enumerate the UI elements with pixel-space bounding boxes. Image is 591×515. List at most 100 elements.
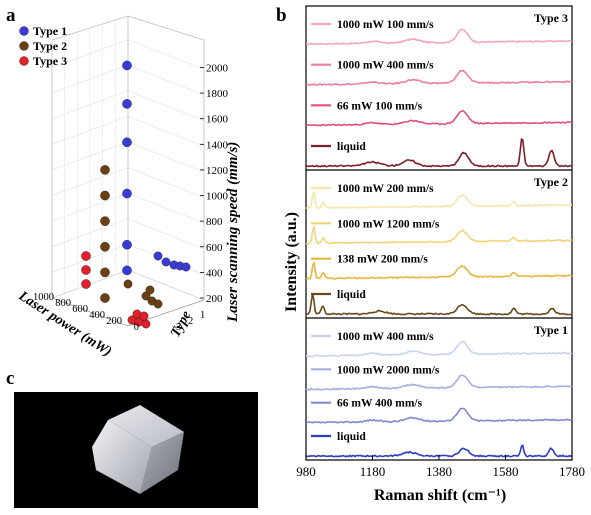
a-legend-marker: [19, 26, 29, 36]
b-group-title: Type 1: [534, 323, 568, 337]
a-point-type-2: [100, 267, 110, 278]
a-point-type-1: [122, 99, 132, 109]
b-spectrum-line: [305, 137, 573, 168]
a-point-type-1: [122, 265, 132, 276]
a-point-type-1: [122, 137, 132, 148]
b-trace-label: liquid: [337, 289, 366, 301]
panel-a-points: [81, 60, 191, 329]
a-point-type-2: [100, 241, 110, 252]
a-point-type-2: [100, 190, 110, 201]
b-x-tick-label: 1380: [426, 464, 452, 479]
a-point-type-3: [81, 265, 91, 275]
b-spectrum-line: [306, 28, 573, 46]
a-point-type-1: [181, 262, 191, 272]
b-trace-label: 1000 mW 1200 mm/s: [337, 218, 440, 230]
panel-label-b: b: [276, 5, 287, 26]
panel-a-z-axis-label: Laser scanning speed (mm/s): [225, 142, 241, 323]
b-spectrum-line: [305, 374, 573, 391]
a-x-tick-label: 800: [55, 298, 71, 309]
a-point-type-1: [161, 257, 171, 267]
b-x-tick-label: 1780: [559, 464, 585, 479]
a-floor-edge: [51, 297, 205, 327]
b-group-title: Type 2: [534, 175, 568, 189]
a-x-tick-label: 200: [106, 316, 122, 327]
a-z-tick-label: 1800: [206, 88, 229, 100]
panel-b-frame: [305, 5, 573, 461]
a-y-tick-label: 2: [188, 316, 193, 327]
a-z-tick-label: 400: [206, 267, 223, 279]
panel-label-c: c: [6, 368, 14, 389]
panel-label-a: a: [6, 5, 16, 26]
a-y-tick-label: 3: [176, 322, 181, 333]
a-point-type-1: [153, 251, 163, 261]
a-point-type-1: [122, 60, 132, 71]
panel-b-y-axis-label: Intensity (a.u.): [283, 212, 300, 312]
b-spectrum-line: [305, 340, 573, 358]
a-z-tick-label: 1400: [206, 139, 229, 151]
a-point-type-2: [153, 299, 163, 309]
a-point-type-2: [100, 293, 110, 303]
panel-b-x-ticks: 980 1180 1380 1580 1780: [296, 455, 585, 479]
b-group-title: Type 3: [534, 11, 568, 25]
a-legend-label: Type 2: [33, 39, 67, 53]
b-trace-label: 66 mW 400 mm/s: [337, 398, 423, 410]
a-legend-label: Type 1: [33, 24, 67, 38]
a-point-type-2: [145, 285, 155, 295]
a-y-tick-label: 1: [200, 310, 205, 321]
panel-c-cube-photo: [14, 392, 258, 508]
a-point-type-3: [81, 251, 91, 261]
b-trace-label: 1000 mW 2000 mm/s: [337, 364, 440, 376]
panel-b-raman-spectra: Type 3 1000 mW 100 mm/s 1000 mW 400 mm/s 66…: [283, 5, 585, 504]
b-spectrum-line: [305, 190, 572, 210]
b-spectrum-line: [305, 109, 573, 127]
a-point-type-2: [100, 216, 110, 226]
a-point-type-1: [122, 188, 132, 199]
a-z-tick-label: 200: [206, 293, 223, 305]
a-x-tick-label: 400: [89, 310, 105, 321]
b-trace-label: 66 mW 100 mm/s: [337, 100, 423, 112]
b-spectrum-line: [305, 293, 573, 316]
b-trace-label: 1000 mW 400 mm/s: [337, 60, 434, 72]
b-x-tick-label: 1580: [493, 464, 519, 479]
b-trace-label: liquid: [337, 431, 366, 443]
panel-b-x-axis-label: Raman shift (cm⁻¹): [374, 487, 506, 504]
a-legend-marker: [19, 56, 29, 66]
a-x-tick-label: 600: [72, 304, 88, 315]
panel-a-z-ticks: 200 400 600 800 1000 1200 1400 1600 1800 2000: [200, 62, 229, 305]
b-spectrum-line: [305, 260, 573, 280]
a-point-type-2: [100, 165, 110, 175]
b-trace-label: 1000 mW 200 mm/s: [337, 183, 434, 195]
panel-b-content: Type 3 1000 mW 100 mm/s 1000 mW 400 mm/s 66…: [305, 11, 573, 458]
a-point-type-3: [139, 311, 149, 321]
a-legend-label: Type 3: [33, 54, 67, 68]
a-z-tick-label: 1200: [206, 165, 229, 177]
a-x-tick-label: 0: [134, 322, 139, 333]
a-z-tick-label: 1600: [206, 114, 229, 126]
b-spectrum-line: [305, 407, 573, 424]
a-z-tick-label: 2000: [206, 62, 229, 74]
a-point-type-3: [81, 279, 91, 289]
cube-front-face: [92, 420, 152, 494]
b-x-tick-label: 1180: [360, 464, 386, 479]
a-point-type-3: [141, 319, 151, 329]
a-legend-marker: [19, 41, 29, 51]
cube-side-face: [140, 432, 184, 494]
a-point-type-2: [123, 279, 133, 289]
a-z-tick-label: 1000: [206, 191, 229, 203]
a-z-tick-label: 600: [206, 242, 223, 254]
a-point-type-1: [122, 239, 132, 250]
a-x-tick-label: 1000: [33, 292, 54, 303]
b-spectrum-line: [306, 224, 572, 245]
panel-a-y-ticks: 123: [176, 310, 205, 333]
b-x-tick-label: 980: [296, 464, 316, 479]
b-spectrum-line: [305, 69, 573, 87]
a-z-tick-label: 800: [206, 216, 223, 228]
cube-top-face: [108, 405, 184, 447]
b-trace-label: 1000 mW 400 mm/s: [337, 331, 434, 343]
b-trace-label: 1000 mW 100 mm/s: [337, 19, 434, 31]
b-trace-label: 138 mW 200 mm/s: [337, 254, 428, 266]
